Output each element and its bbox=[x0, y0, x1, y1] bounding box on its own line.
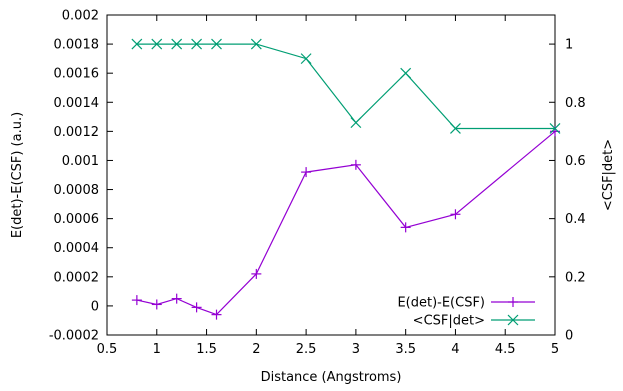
x-tick-label: 2.5 bbox=[296, 342, 317, 357]
data-point-series-1 bbox=[400, 222, 411, 233]
y2-tick-label: 0.8 bbox=[565, 96, 586, 111]
series-line-1 bbox=[136, 130, 556, 316]
x-tick-label: 2 bbox=[252, 342, 260, 357]
y-axis-label: E(det)-E(CSF) (a.u.) bbox=[10, 112, 25, 238]
y2-tick-label: 0.4 bbox=[565, 212, 586, 227]
data-point-series-2 bbox=[549, 123, 561, 134]
data-point-series-2 bbox=[151, 38, 163, 50]
data-point-series-1 bbox=[350, 159, 361, 170]
data-point-series-2 bbox=[350, 117, 362, 129]
plot-frame bbox=[106, 14, 556, 336]
data-point-series-2 bbox=[171, 38, 183, 50]
data-point-series-2 bbox=[211, 38, 222, 50]
data-point-series-1 bbox=[450, 209, 461, 220]
y-tick-label: 0.0018 bbox=[54, 38, 100, 53]
y-tick-label: 0.0008 bbox=[54, 183, 100, 198]
y-tick-label: 0 bbox=[91, 299, 99, 314]
data-point-series-2 bbox=[400, 67, 412, 79]
series-line-2 bbox=[136, 43, 555, 130]
x-tick-label: 3 bbox=[352, 342, 360, 357]
x-axis-label: Distance (Angstroms) bbox=[261, 370, 402, 385]
legend-label: <CSF|det> bbox=[413, 314, 485, 329]
x-tick-label: 1 bbox=[153, 342, 161, 357]
legend-marker bbox=[508, 297, 518, 307]
y-tick-label: 0.0002 bbox=[54, 270, 100, 285]
data-point-series-1 bbox=[151, 299, 162, 310]
legend-label: E(det)-E(CSF) bbox=[397, 296, 485, 311]
y-tick-label: 0.001 bbox=[62, 154, 99, 169]
data-point-series-2 bbox=[191, 38, 203, 50]
y2-tick-label: 0 bbox=[565, 329, 573, 344]
y-tick-label: 0.0016 bbox=[54, 67, 100, 82]
data-point-series-2 bbox=[300, 53, 312, 65]
y2-axis-label: <CSF|det> bbox=[601, 139, 616, 211]
y2-tick-label: 0.2 bbox=[565, 270, 586, 285]
data-point-series-2 bbox=[250, 38, 262, 50]
x-tick-label: 3.5 bbox=[395, 342, 416, 357]
data-point-series-2 bbox=[131, 38, 143, 50]
data-point-series-1 bbox=[211, 309, 222, 320]
y-tick-label: 0.0004 bbox=[54, 241, 100, 256]
data-point-series-1 bbox=[301, 167, 312, 178]
y-tick-label: 0.002 bbox=[62, 9, 99, 24]
x-tick-label: 1.5 bbox=[196, 342, 217, 357]
data-point-series-2 bbox=[450, 123, 461, 134]
y2-tick-label: 1 bbox=[565, 38, 573, 53]
data-point-series-1 bbox=[251, 268, 262, 279]
y2-tick-label: 0.6 bbox=[565, 154, 586, 169]
y-tick-label: 0.0006 bbox=[54, 212, 100, 227]
data-point-series-1 bbox=[171, 293, 182, 304]
legend-marker bbox=[507, 314, 519, 326]
x-tick-label: 4.5 bbox=[495, 342, 516, 357]
y-tick-label: 0.0012 bbox=[54, 125, 100, 140]
y-tick-label: -0.0002 bbox=[49, 329, 99, 344]
x-tick-label: 5 bbox=[551, 342, 559, 357]
y-tick-label: 0.0014 bbox=[54, 96, 100, 111]
data-point-series-1 bbox=[131, 295, 142, 306]
x-tick-label: 4 bbox=[451, 342, 459, 357]
data-point-series-1 bbox=[191, 302, 202, 313]
x-tick-label: 0.5 bbox=[97, 342, 118, 357]
